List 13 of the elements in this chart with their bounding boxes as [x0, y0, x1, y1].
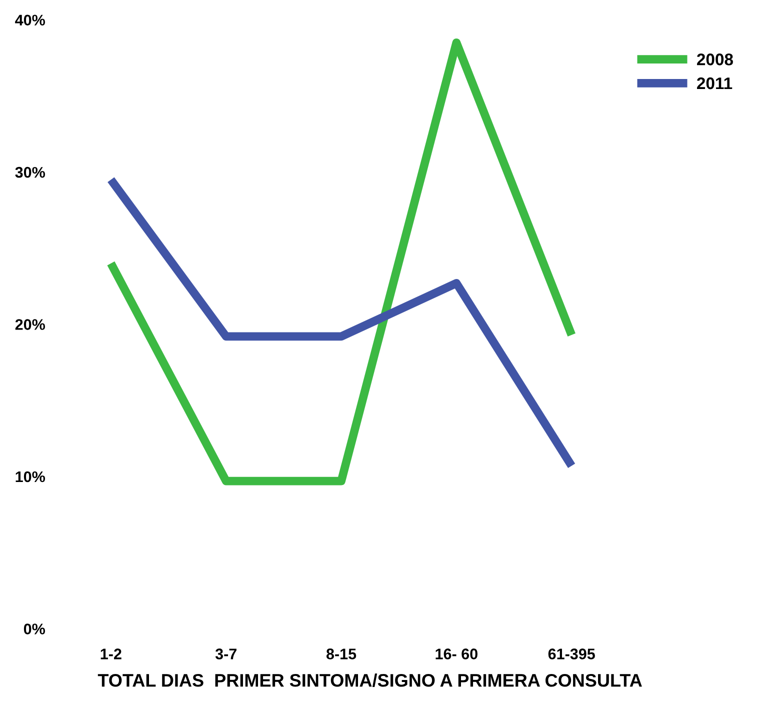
x-tick-label: 1-2 [100, 648, 122, 660]
legend-label: 2008 [697, 54, 733, 66]
y-tick-label: 20% [15, 319, 46, 330]
legend-label: 2011 [697, 77, 732, 90]
x-tick-label: 3-7 [215, 648, 236, 660]
x-axis-title: TOTAL DIAS PRIMER SINTOMA/SIGNO A PRIMERA CONSULTA [98, 674, 642, 687]
y-tick-label: 0% [24, 624, 46, 634]
y-tick-label: 40% [15, 14, 46, 26]
x-tick-label: 8-15 [326, 648, 356, 660]
y-tick-label: 10% [16, 471, 46, 482]
x-tick-label: 61-395 [548, 648, 595, 660]
y-tick-label: 30% [15, 166, 46, 178]
x-tick-label: 16- 60 [436, 648, 478, 660]
